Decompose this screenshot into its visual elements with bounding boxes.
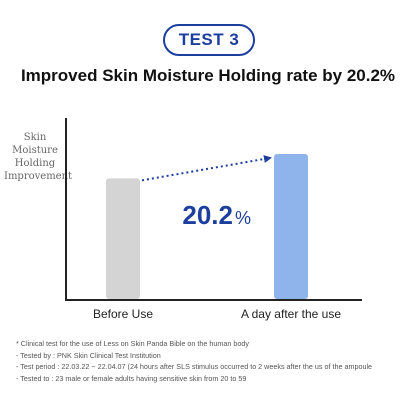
y-axis-label-line-3: Holding [14,158,56,169]
footnote-line: - Tested by : PNK Skin Clinical Test Ins… [16,350,161,360]
y-axis-label-line-2: Moisture [12,145,58,156]
footnote-line: - Tested to : 23 male or female adults h… [16,373,247,383]
footnote-line: * Clinical test for the use of Less on S… [16,339,249,348]
improvement-unit-label: % [235,208,251,228]
y-axis-label-line-1: Skin [23,132,47,143]
improvement-arrow [141,155,272,182]
y-axis-label-line-4: Improvement [4,171,73,182]
x-tick-label-before-use: Before Use [93,307,153,321]
footnotes: * Clinical test for the use of Less on S… [16,338,412,384]
bar-after-use [274,153,308,299]
test-badge: TEST 3 [163,24,255,56]
footnote-line: - Test period : 22.03.22 ~ 22.04.07 (24 … [16,362,373,371]
headline: Improved Skin Moisture Holding rate by 2… [20,66,396,85]
improvement-value-label: 20.2 [182,200,233,230]
x-tick-label-after-use: A day after the use [241,307,341,321]
bar-before-use [106,178,140,299]
y-axis-label: Skin Moisture Holding Improvement [4,131,73,183]
